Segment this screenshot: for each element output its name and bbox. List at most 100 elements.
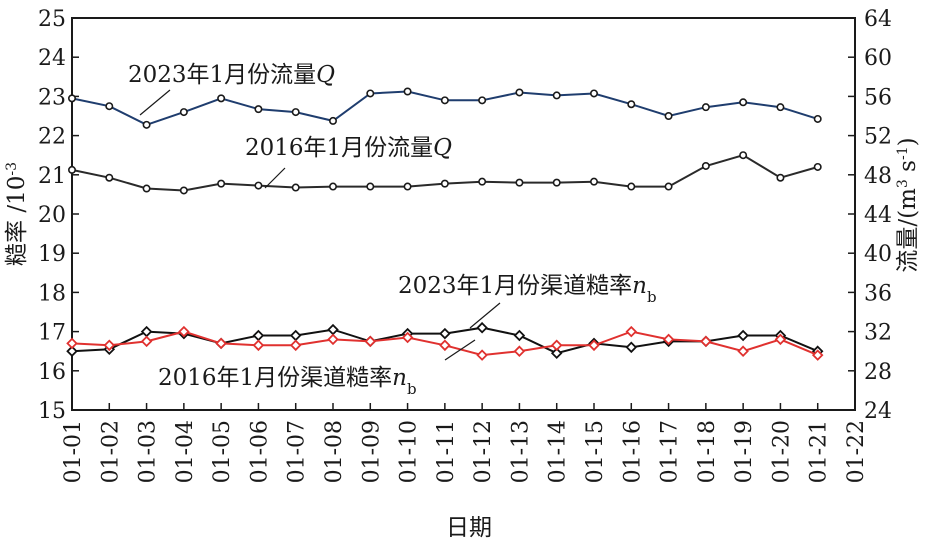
series-point-1 [552, 178, 561, 187]
series-point-3 [178, 325, 190, 338]
y-right-tick-label: 48 [864, 164, 892, 189]
series-point-1 [739, 151, 748, 160]
y-right-tick-label: 64 [864, 7, 892, 32]
y-axis-right-title-end: ) [895, 137, 921, 146]
series-point-2 [140, 325, 153, 338]
series-point-0 [776, 103, 785, 112]
x-tick-label: 01-10 [397, 420, 422, 483]
series-point-1 [776, 173, 785, 182]
annotation-label-sub: b [647, 288, 657, 306]
y-right-tick-label: 56 [864, 85, 892, 110]
series-point-1 [440, 179, 449, 188]
series-point-1 [403, 182, 412, 191]
x-tick-label: 01-05 [210, 420, 235, 483]
series-point-0 [701, 103, 710, 112]
y-left-tick-label: 20 [38, 203, 66, 228]
y-left-tick-label: 15 [38, 399, 66, 424]
x-tick-label: 01-01 [61, 420, 86, 483]
series-point-0 [328, 116, 337, 125]
series-point-0 [291, 108, 300, 117]
series-point-0 [142, 120, 151, 129]
series-point-1 [366, 182, 375, 191]
axes: 15 16 17 18 19 20 21 22 23 24 25 24 28 32 36 40 44 48 52 56… [38, 7, 892, 483]
series-point-2 [550, 347, 563, 359]
series-point-1 [328, 182, 337, 191]
series-point-0 [739, 98, 748, 107]
y-left-tick-label: 24 [38, 46, 66, 71]
x-tick-label: 01-16 [620, 420, 645, 483]
x-tick-label: 01-02 [98, 420, 123, 483]
y-left-tick-label: 23 [38, 85, 66, 110]
y-left-tick-label: 16 [38, 360, 66, 385]
series-point-3 [513, 345, 526, 357]
series-point-0 [440, 96, 449, 105]
annotation-label-var: Q [316, 62, 335, 88]
series-point-2 [327, 323, 339, 336]
y-left-tick-label: 19 [38, 242, 66, 267]
series-point-3 [327, 333, 339, 346]
annotation-label-sub: b [407, 380, 417, 398]
annotation-label-0: 2023年1月份流量Q [128, 62, 335, 88]
x-tick-label: 01-06 [247, 420, 272, 483]
x-tick-label: 01-19 [732, 420, 757, 483]
x-tick-label: 01-14 [546, 420, 571, 483]
series-point-0 [478, 96, 487, 105]
y-axis-right-title-main: 流量/(m [895, 188, 921, 273]
series-point-0 [366, 89, 375, 98]
y-right-tick-label: 60 [864, 46, 892, 71]
x-tick-label: 01-20 [769, 420, 794, 483]
series-point-0 [515, 88, 524, 97]
series-point-3 [476, 349, 488, 361]
y-axis-left-title-exp: -3 [4, 162, 20, 176]
series-point-0 [254, 105, 263, 114]
series-point-3 [252, 339, 265, 352]
annotation-leader-0 [139, 89, 171, 116]
series-point-3 [215, 337, 227, 350]
y-axis-left-title: 糙率 /10-3 [4, 162, 30, 266]
x-tick-label: 01-03 [136, 420, 161, 483]
series-point-1 [813, 162, 822, 171]
series-point-0 [664, 112, 673, 121]
series-point-3 [289, 339, 302, 352]
series-point-0 [589, 89, 598, 98]
x-tick-label: 01-07 [285, 420, 310, 483]
y-left-tick-label: 17 [38, 321, 66, 346]
series-point-1 [142, 184, 151, 193]
series-point-1 [254, 181, 263, 190]
y-right-tick-label: 52 [864, 125, 892, 150]
x-tick-label: 01-11 [434, 420, 459, 483]
series-point-1 [627, 182, 636, 191]
annotation-label-main: 2023年1月份渠道糙率 [398, 273, 632, 299]
x-tick-label: 01-09 [359, 420, 384, 483]
series-point-3 [140, 335, 153, 348]
series-point-2 [289, 329, 302, 342]
annotations: 2023年1月份流量Q2016年1月份流量Q2023年1月份渠道糙率nb2016… [128, 62, 657, 398]
y-right-tick-label: 24 [864, 399, 892, 424]
x-tick-label: 01-12 [471, 420, 496, 483]
series-point-1 [68, 165, 77, 174]
x-tick-label: 01-08 [322, 420, 347, 483]
annotation-label-var: Q [433, 135, 452, 161]
series-point-0 [105, 102, 114, 111]
y-left-tick-label: 25 [38, 7, 66, 32]
series-point-1 [217, 179, 226, 188]
y-left-tick-label: 21 [38, 164, 66, 189]
series-point-3 [737, 345, 749, 357]
series-point-0 [552, 91, 561, 100]
y-right-tick-label: 44 [864, 203, 892, 228]
y-right-tick-label: 32 [864, 321, 892, 346]
series-point-1 [291, 183, 300, 192]
annotation-label-var: n [392, 365, 407, 391]
series-point-2 [252, 329, 265, 342]
series-point-0 [813, 114, 822, 123]
y-right-tick-label: 40 [864, 242, 892, 267]
x-tick-label: 01-13 [508, 420, 533, 483]
series-point-3 [625, 325, 638, 338]
y-axis-right-title-exp2: -1 [895, 146, 911, 160]
annotation-label-1: 2016年1月份流量Q [245, 135, 452, 161]
series-point-1 [515, 178, 524, 187]
x-tick-label: 01-04 [173, 420, 198, 483]
x-tick-label: 01-18 [695, 420, 720, 483]
series-point-2 [476, 321, 488, 334]
series-point-3 [662, 333, 675, 346]
